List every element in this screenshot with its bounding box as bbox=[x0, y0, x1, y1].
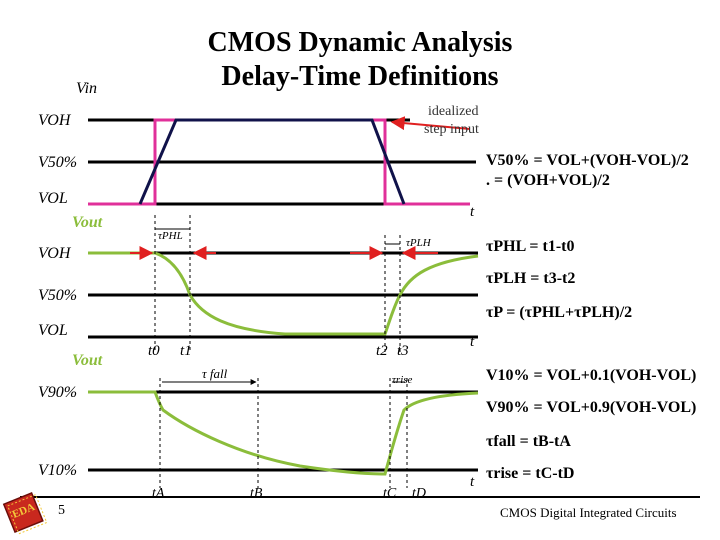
tC-label: tC bbox=[383, 486, 397, 501]
eq-v90: V90% = VOL+0.9(VOH-VOL) bbox=[486, 399, 697, 416]
footer-course-title: CMOS Digital Integrated Circuits bbox=[500, 505, 677, 520]
vout2-label: Vout bbox=[72, 352, 103, 369]
eq-v50-line1: V50% = VOL+(VOH-VOL)/2 bbox=[486, 152, 689, 169]
eq-tplh: τPLH = t3-t2 bbox=[486, 270, 576, 287]
vin-panel bbox=[88, 116, 476, 206]
real-input-waveform bbox=[138, 118, 406, 205]
vout2-t-label: t bbox=[470, 474, 475, 490]
vin-voh-label: VOH bbox=[38, 112, 71, 129]
tplh-diagram-label: τPLH bbox=[406, 237, 431, 249]
vout-rise-fall-panel bbox=[88, 378, 479, 488]
tB-label: tB bbox=[250, 486, 263, 501]
trise-diagram-label: τrise bbox=[392, 374, 413, 386]
eq-tphl: τPHL = t1-t0 bbox=[486, 238, 575, 255]
eda-logo bbox=[2, 492, 48, 535]
v10-label: V10% bbox=[38, 462, 78, 479]
idealized-note-line1: idealized bbox=[428, 104, 479, 119]
tphl-diagram-label: τPHL bbox=[158, 230, 183, 242]
t0-label: t0 bbox=[148, 343, 160, 359]
vin-t-label: t bbox=[470, 204, 475, 220]
v90-label: V90% bbox=[38, 384, 78, 401]
vout-label: Vout bbox=[72, 214, 103, 231]
vin-vol-label: VOL bbox=[38, 190, 68, 207]
vout-response-curve bbox=[88, 251, 479, 336]
eq-tfall: τfall = tB-tA bbox=[486, 433, 571, 450]
vout-propagation-panel bbox=[88, 215, 479, 352]
t2-label: t2 bbox=[376, 343, 388, 359]
idealized-pointer-arrow bbox=[390, 116, 471, 131]
t1-label: t1 bbox=[180, 343, 192, 359]
rise-fall-curve bbox=[88, 390, 479, 476]
eq-trise: τrise = tC-tD bbox=[486, 465, 575, 482]
vout-v50-label: V50% bbox=[38, 287, 78, 304]
idealized-note-line2: step input bbox=[424, 122, 479, 137]
vout-voh-label: VOH bbox=[38, 245, 71, 262]
slide-title-line2: Delay-Time Definitions bbox=[221, 61, 499, 92]
tfall-diagram-label: τ fall bbox=[202, 366, 228, 381]
eq-v50-line2: . = (VOH+VOL)/2 bbox=[486, 172, 610, 189]
t3-label: t3 bbox=[397, 343, 409, 359]
vout-t-label: t bbox=[470, 334, 475, 350]
tD-label: tD bbox=[412, 486, 426, 501]
vout-vol-label: VOL bbox=[38, 322, 68, 339]
vin-label: Vin bbox=[76, 80, 98, 97]
page-number: 5 bbox=[58, 503, 65, 518]
slide-title-line1: CMOS Dynamic Analysis bbox=[207, 27, 513, 58]
vin-v50-label: V50% bbox=[38, 154, 78, 171]
tA-label: tA bbox=[152, 486, 165, 501]
eq-tp: τP = (τPHL+τPLH)/2 bbox=[486, 304, 633, 321]
eq-v10: V10% = VOL+0.1(VOH-VOL) bbox=[486, 367, 697, 384]
